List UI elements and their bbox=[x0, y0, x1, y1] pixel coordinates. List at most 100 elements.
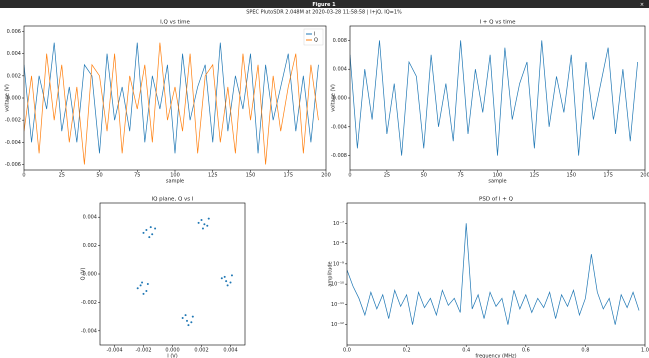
axes-frame bbox=[23, 25, 327, 171]
scatter-point bbox=[191, 315, 194, 318]
x-tick-label: 50 bbox=[421, 173, 427, 179]
x-tick-label: 150 bbox=[246, 173, 256, 179]
plot-area bbox=[24, 42, 319, 165]
x-tick-label: 75 bbox=[457, 173, 463, 179]
axes-title: I,Q vs time bbox=[160, 20, 190, 26]
scatter-point bbox=[151, 233, 154, 236]
suptitle: SPEC PlutoSDR 2.048M at 2020-03-28 11:58… bbox=[246, 10, 402, 16]
x-tick-label: 0.4 bbox=[462, 348, 470, 354]
y-tick-label: -0.008 bbox=[331, 153, 347, 159]
scatter-point bbox=[142, 292, 145, 295]
scatter-point bbox=[200, 219, 203, 222]
x-tick-label: 0.0 bbox=[343, 348, 351, 354]
scatter-point bbox=[229, 281, 232, 284]
y-tick-label: 0.000 bbox=[333, 96, 347, 102]
close-button[interactable]: × bbox=[640, 2, 644, 8]
scatter-point bbox=[207, 217, 210, 220]
series-line bbox=[350, 40, 638, 156]
x-tick-label: 25 bbox=[59, 173, 65, 179]
x-tick-label: 100 bbox=[170, 173, 180, 179]
scatter-point bbox=[141, 281, 144, 284]
x-axis-label: I (V) bbox=[167, 354, 177, 358]
y-tick-label: 10⁻⁸ bbox=[333, 241, 344, 247]
y-tick-label: 10⁻¹⁰ bbox=[331, 282, 344, 288]
plot-area bbox=[136, 217, 233, 327]
y-tick-label: 0.000 bbox=[7, 96, 21, 102]
y-tick-label: 0.004 bbox=[83, 215, 97, 221]
y-tick-label: -0.006 bbox=[5, 162, 21, 168]
scatter-point bbox=[142, 231, 145, 234]
axes-frame bbox=[349, 25, 646, 171]
y-tick-label: 0.008 bbox=[333, 38, 347, 44]
series-line bbox=[24, 42, 319, 154]
legend-box bbox=[303, 28, 324, 46]
x-tick-label: 25 bbox=[384, 173, 390, 179]
y-axis-label: voltage (V) bbox=[331, 84, 337, 112]
y-tick-label: 10⁻¹¹ bbox=[331, 302, 344, 308]
scatter-point bbox=[225, 280, 228, 283]
scatter-point bbox=[197, 221, 200, 224]
x-tick-label: 1.0 bbox=[641, 348, 649, 354]
scatter-point bbox=[226, 284, 229, 287]
scatter-point bbox=[206, 224, 209, 227]
scatter-point bbox=[145, 228, 148, 231]
window-title: Figure 1 bbox=[312, 2, 336, 8]
x-tick-label: 175 bbox=[283, 173, 293, 179]
series-line bbox=[347, 223, 640, 325]
y-tick-label: 0.002 bbox=[7, 73, 21, 79]
scatter-point bbox=[190, 321, 193, 324]
y-tick-label: -0.004 bbox=[81, 328, 97, 334]
y-tick-label: 10⁻¹² bbox=[331, 322, 344, 328]
y-tick-label: 0.006 bbox=[7, 29, 21, 35]
scatter-point bbox=[187, 324, 190, 327]
scatter-point bbox=[154, 227, 157, 230]
x-axis-label: sample bbox=[166, 179, 184, 185]
x-tick-label: 0.004 bbox=[223, 348, 237, 354]
x-tick-label: 125 bbox=[530, 173, 540, 179]
scatter-point bbox=[145, 290, 148, 293]
scatter-point bbox=[186, 319, 188, 322]
x-tick-label: 125 bbox=[208, 173, 218, 179]
y-tick-label: 10⁻⁷ bbox=[333, 221, 344, 227]
x-tick-label: 0.6 bbox=[522, 348, 530, 354]
axes-frame bbox=[346, 202, 646, 346]
axes-title: IQ plane, Q vs I bbox=[151, 197, 193, 203]
series-line bbox=[24, 42, 319, 165]
scatter-point bbox=[136, 287, 139, 290]
scatter-point bbox=[149, 226, 152, 229]
axes-title: I + Q vs time bbox=[479, 20, 516, 26]
x-tick-label: -0.002 bbox=[135, 348, 151, 354]
x-tick-label: 150 bbox=[566, 173, 576, 179]
y-tick-label: 0.000 bbox=[83, 272, 97, 278]
scatter-point bbox=[181, 317, 184, 320]
x-tick-label: 200 bbox=[640, 173, 649, 179]
y-axis-label: voltage (V) bbox=[5, 84, 11, 112]
scatter-point bbox=[203, 223, 206, 226]
x-tick-label: 75 bbox=[134, 173, 140, 179]
scatter-point bbox=[220, 277, 223, 280]
title-bar bbox=[0, 0, 649, 8]
scatter-point bbox=[201, 227, 204, 230]
axes-title: PSD of I + Q bbox=[479, 197, 514, 203]
y-tick-label: -0.002 bbox=[5, 118, 21, 124]
x-tick-label: 0.000 bbox=[165, 348, 179, 354]
axes-frame bbox=[99, 202, 246, 346]
x-tick-label: 175 bbox=[603, 173, 613, 179]
x-axis-label: frequency (MHz) bbox=[475, 354, 516, 358]
x-tick-label: 0.2 bbox=[403, 348, 411, 354]
x-tick-label: 0 bbox=[22, 173, 25, 179]
scatter-point bbox=[223, 275, 226, 278]
x-tick-label: 200 bbox=[321, 173, 331, 179]
plot-area bbox=[350, 40, 638, 156]
scatter-point bbox=[146, 282, 149, 285]
y-tick-label: 0.004 bbox=[7, 51, 21, 57]
scatter-point bbox=[230, 274, 233, 277]
y-tick-label: -0.002 bbox=[81, 300, 97, 306]
y-tick-label: 0.002 bbox=[83, 243, 97, 249]
x-tick-label: 50 bbox=[96, 173, 102, 179]
x-tick-label: 100 bbox=[493, 173, 503, 179]
legend-label: I bbox=[314, 32, 315, 38]
y-tick-label: -0.004 bbox=[331, 124, 347, 130]
x-tick-label: 0.002 bbox=[194, 348, 208, 354]
